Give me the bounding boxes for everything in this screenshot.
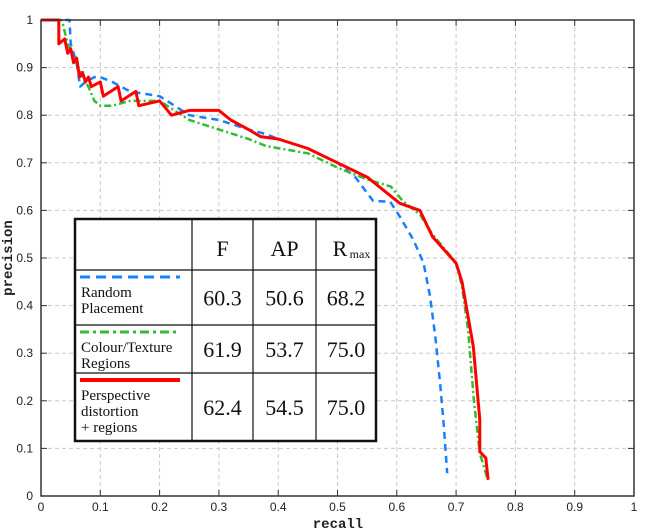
legend-label: distortion [81,404,139,420]
header-rmax: R [333,236,348,261]
x-tick-label: 0.7 [448,500,465,514]
cell-f: 62.4 [203,395,242,420]
header-ap: AP [270,236,298,261]
y-tick-label: 0.7 [16,156,33,170]
cell-ap: 53.7 [265,337,304,362]
x-tick-label: 0 [38,500,45,514]
legend-label: Colour/Texture [81,340,173,356]
y-axis-label: precision [1,220,17,296]
legend-label: Regions [81,356,130,372]
x-tick-label: 0.9 [566,500,583,514]
axes: 0 0.1 0.2 0.3 0.4 0.5 0.6 0.7 0.8 0.9 1 0 0.1 0.2 0.3 0… [16,13,637,514]
x-tick-label: 0.5 [329,500,346,514]
cell-ap: 54.5 [265,395,304,420]
cell-rmax: 68.2 [327,286,366,311]
legend-label: Random [81,285,132,301]
x-tick-label: 1 [631,500,638,514]
x-tick-label: 0.2 [151,500,168,514]
series-lines [41,18,490,480]
y-tick-label: 0.3 [16,346,33,360]
header-f: F [216,236,228,261]
x-tick-label: 0.6 [388,500,405,514]
legend-label: Placement [81,301,144,317]
cell-f: 61.9 [203,337,242,362]
cell-rmax: 75.0 [327,337,366,362]
x-axis-label: recall [313,517,363,532]
y-tick-label: 0.4 [16,299,33,313]
y-tick-label: 0.9 [16,61,33,75]
x-tick-label: 0.3 [211,500,228,514]
y-tick-label: 0.2 [16,394,33,408]
y-tick-label: 0.1 [16,441,33,455]
y-tick-label: 1 [26,13,33,27]
x-tick-label: 0.4 [270,500,287,514]
y-tick-label: 0.6 [16,203,33,217]
x-tick-label: 0.1 [92,500,109,514]
series-line-dashed [41,18,449,474]
y-tick-label: 0.8 [16,108,33,122]
table-frame [73,217,378,443]
legend-label: Perspective [81,388,150,404]
cell-rmax: 75.0 [327,395,366,420]
legend-label: + regions [81,420,138,436]
series-line-solid [41,18,490,480]
y-tick-label: 0 [26,489,33,503]
cell-f: 60.3 [203,286,242,311]
cell-ap: 50.6 [265,286,304,311]
plot-frame [40,19,635,497]
y-tick-label: 0.5 [16,251,33,265]
header-rmax-subscript: max [350,247,371,261]
x-tick-label: 0.8 [507,500,524,514]
